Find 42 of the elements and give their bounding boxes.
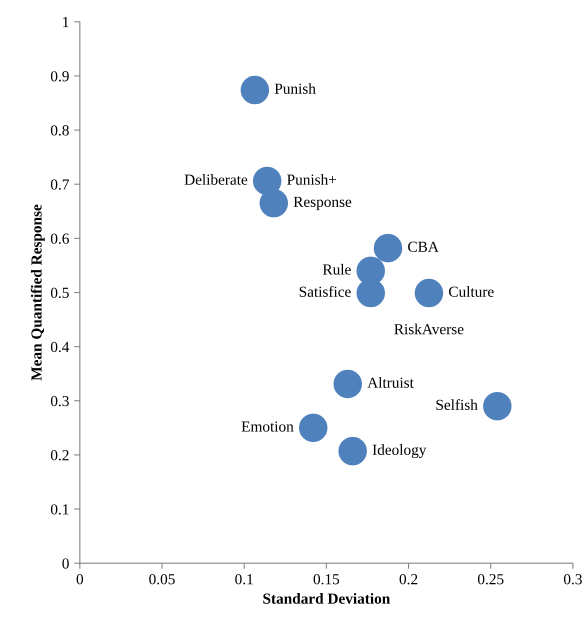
y-tick-label: 0.8 — [50, 125, 69, 136]
annotation: Altruist — [367, 377, 414, 388]
point — [240, 76, 270, 104]
x-tick-label: 0.15 — [314, 574, 340, 584]
point — [298, 414, 328, 442]
y-tick-label: 0.2 — [50, 450, 69, 460]
y-axis-title: Mean Quantified Response — [30, 204, 45, 381]
y-tick-label: 0 — [62, 558, 69, 569]
point — [414, 278, 444, 308]
y-tick-label: 0.5 — [50, 288, 69, 298]
y-tick-label: 0.7 — [50, 179, 69, 190]
y-tick-label: 0.4 — [50, 342, 70, 352]
annotation: CBA — [408, 242, 439, 252]
y-tick-label: 0.3 — [50, 396, 69, 406]
annotation: RiskAverse — [394, 324, 464, 334]
point — [483, 392, 512, 420]
x-tick-label: 0.25 — [478, 574, 504, 584]
x-tick-label: 0.3 — [564, 574, 582, 584]
annotation: Punish+ — [287, 174, 336, 185]
y-tick-label: 0.6 — [50, 234, 69, 244]
annotation: Punish — [274, 83, 316, 94]
x-tick-label: 0.1 — [235, 574, 253, 584]
x-tick-label: 0.05 — [149, 574, 175, 584]
point — [374, 234, 402, 262]
annotation: Response — [294, 196, 352, 210]
annotation: Selfish — [436, 399, 478, 410]
annotation: Satisfice — [300, 286, 351, 297]
y-tick-label: 0.1 — [50, 504, 68, 515]
annotation: Rule — [322, 264, 351, 275]
y-tick-label: 0.9 — [50, 71, 69, 82]
annotation: Emotion — [242, 421, 294, 432]
annotation: Culture — [449, 286, 494, 297]
point — [260, 188, 288, 218]
annotation: Deliberate — [184, 174, 248, 185]
point — [334, 370, 362, 398]
annotation: Ideology — [372, 444, 426, 458]
x-tick-label: 0.2 — [400, 574, 418, 584]
point — [338, 436, 367, 466]
y-tick-label: 1 — [63, 17, 68, 28]
point — [252, 166, 282, 196]
x-tick-label: 0 — [76, 574, 84, 584]
x-axis-title: Standard Deviation — [263, 593, 390, 604]
